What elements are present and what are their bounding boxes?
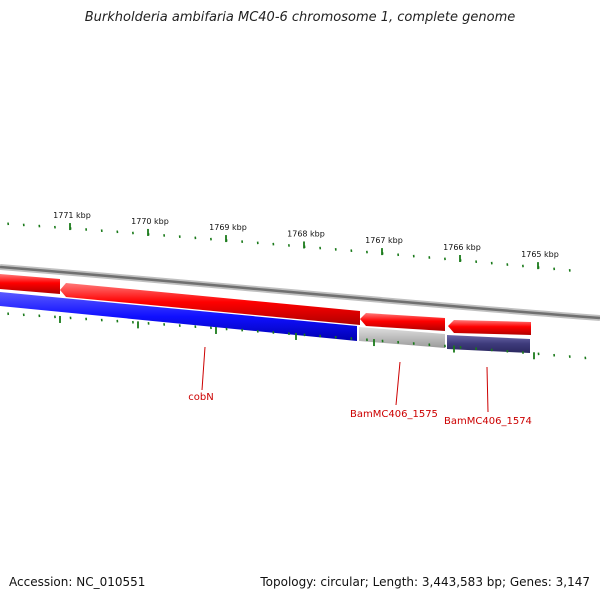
BamMC406_1574-callout-line (486, 366, 489, 413)
gene-label-cobN: cobN (188, 392, 213, 403)
gene-cobN (0, 292, 357, 341)
scale-labels: 1771 kbp 1770 kbp 1769 kbp 1768 kbp 1767 kbp… (53, 211, 559, 259)
scale-label: 1769 kbp (209, 223, 247, 232)
scale-label: 1771 kbp (53, 211, 91, 220)
topology-label: Topology: circular; Length: 3,443,583 bp… (260, 575, 590, 589)
forward-gene-1 (0, 274, 60, 294)
scale-label: 1765 kbp (521, 250, 559, 259)
genome-backbone-line (0, 265, 600, 320)
upper-scale-ticks (7, 222, 571, 272)
forward-gene-2 (60, 283, 360, 325)
forward-gene-3 (360, 313, 445, 331)
forward-gene-4 (448, 320, 531, 335)
scale-label: 1767 kbp (365, 236, 403, 245)
scale-label: 1770 kbp (131, 217, 169, 226)
accession-label: Accession: NC_010551 (9, 575, 146, 589)
scale-label: 1768 kbp (287, 229, 325, 238)
map-title: Burkholderia ambifaria MC40-6 chromosome… (84, 10, 516, 25)
scale-label: 1766 kbp (443, 243, 481, 252)
gene-BamMC406_1575 (359, 327, 445, 348)
gene-BamMC406_1574 (447, 335, 530, 353)
BamMC406_1575-callout-line (395, 361, 401, 406)
lower-scale-ticks (7, 312, 587, 360)
gene-label-BamMC406_1574: BamMC406_1574 (444, 416, 532, 427)
cobN-callout-line (201, 346, 206, 391)
gene-label-BamMC406_1575: BamMC406_1575 (350, 409, 438, 420)
